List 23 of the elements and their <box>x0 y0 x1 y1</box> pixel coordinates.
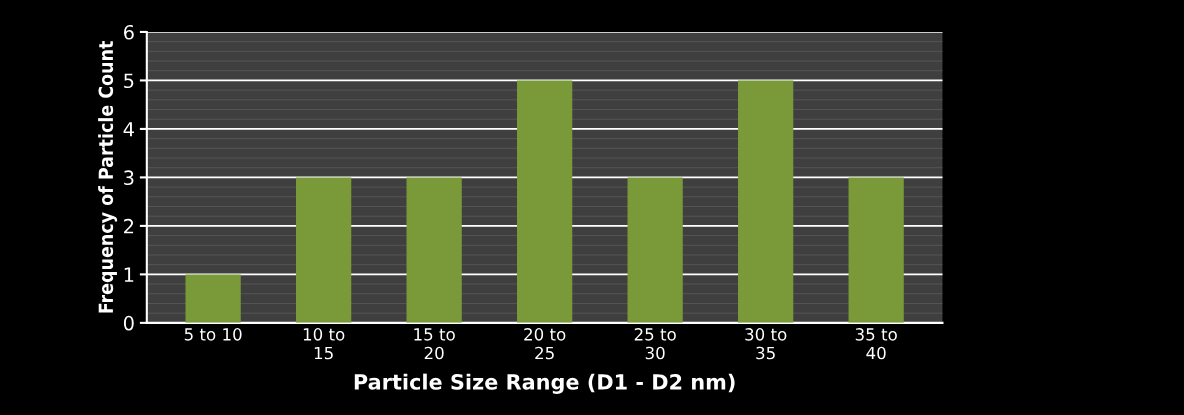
bar <box>517 80 573 323</box>
x-tick-label: 15 to 20 <box>414 328 455 360</box>
x-tick-label: 25 to 30 <box>634 328 676 360</box>
bar <box>848 177 904 323</box>
bar <box>296 177 352 323</box>
bar <box>627 177 683 323</box>
y-axis-title: Frequency of Particle Count <box>98 41 118 313</box>
y-tick-label: 1 <box>124 267 134 282</box>
x-tick-label: 20 to 25 <box>524 328 566 360</box>
bar <box>185 274 241 323</box>
x-tick-label: 10 to 15 <box>303 328 345 360</box>
x-tick-label: 35 to 40 <box>855 328 897 360</box>
y-tick-label: 2 <box>124 218 134 234</box>
y-tick-label: 5 <box>124 73 134 89</box>
x-axis-title: Particle Size Range (D1 - D2 nm) <box>354 373 735 394</box>
x-tick-label: 30 to 35 <box>745 328 787 360</box>
y-tick-label: 4 <box>123 122 134 137</box>
bar <box>406 177 462 323</box>
y-tick-label: 3 <box>124 170 134 186</box>
y-tick-label: 6 <box>124 24 134 40</box>
y-tick-label: 0 <box>123 315 134 331</box>
x-tick-label: 5 to 10 <box>184 328 242 341</box>
bar <box>738 80 794 323</box>
